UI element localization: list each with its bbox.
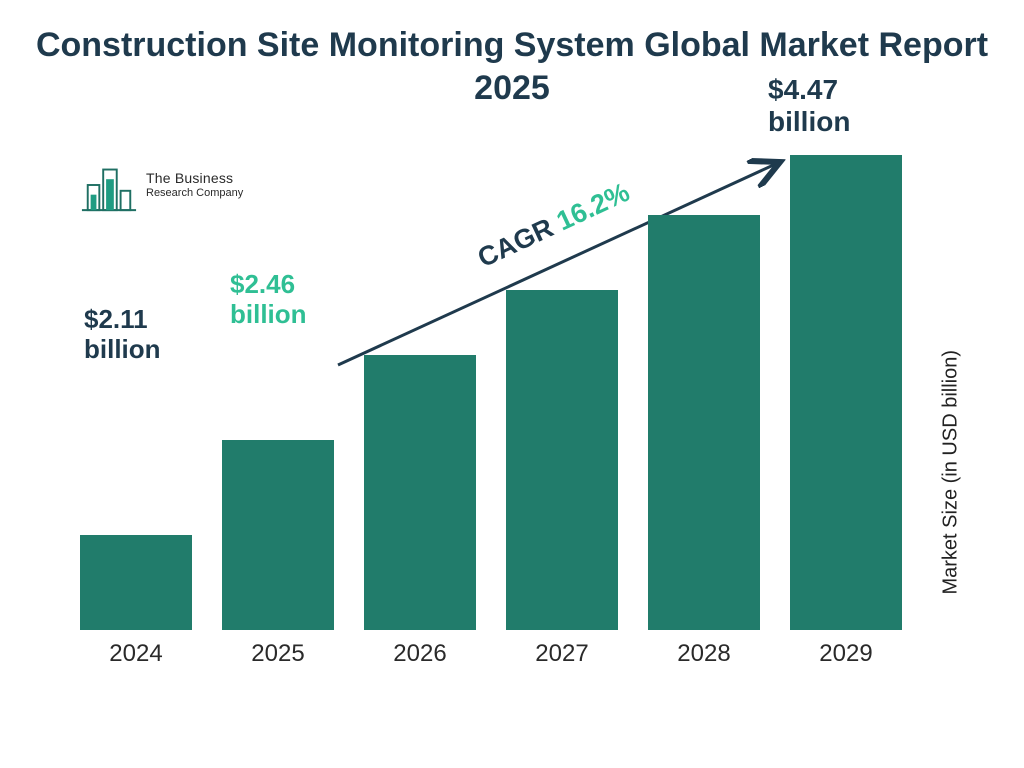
page-root: Construction Site Monitoring System Glob… bbox=[0, 0, 1024, 768]
bar-chart: CAGR 16.2% $2.11billion$2.46billion$4.47… bbox=[80, 140, 920, 680]
x-tick-label: 2026 bbox=[364, 640, 476, 668]
bar bbox=[790, 155, 902, 630]
y-axis-label: Market Size (in USD billion) bbox=[940, 350, 963, 595]
bar bbox=[222, 440, 334, 630]
x-tick-label: 2028 bbox=[648, 640, 760, 668]
bar bbox=[364, 355, 476, 630]
bar bbox=[80, 535, 192, 630]
x-axis-labels: 2024 2025 2026 2027 2028 2029 bbox=[80, 640, 920, 676]
value-label: $2.11billion bbox=[84, 305, 161, 365]
value-label: $4.47 billion bbox=[768, 74, 920, 138]
x-tick-label: 2029 bbox=[790, 640, 902, 668]
value-label: $2.46billion bbox=[230, 270, 307, 330]
x-tick-label: 2025 bbox=[222, 640, 334, 668]
bar bbox=[648, 215, 760, 630]
plot-area: CAGR 16.2% $2.11billion$2.46billion$4.47… bbox=[80, 140, 920, 630]
x-tick-label: 2027 bbox=[506, 640, 618, 668]
bar bbox=[506, 290, 618, 630]
x-tick-label: 2024 bbox=[80, 640, 192, 668]
